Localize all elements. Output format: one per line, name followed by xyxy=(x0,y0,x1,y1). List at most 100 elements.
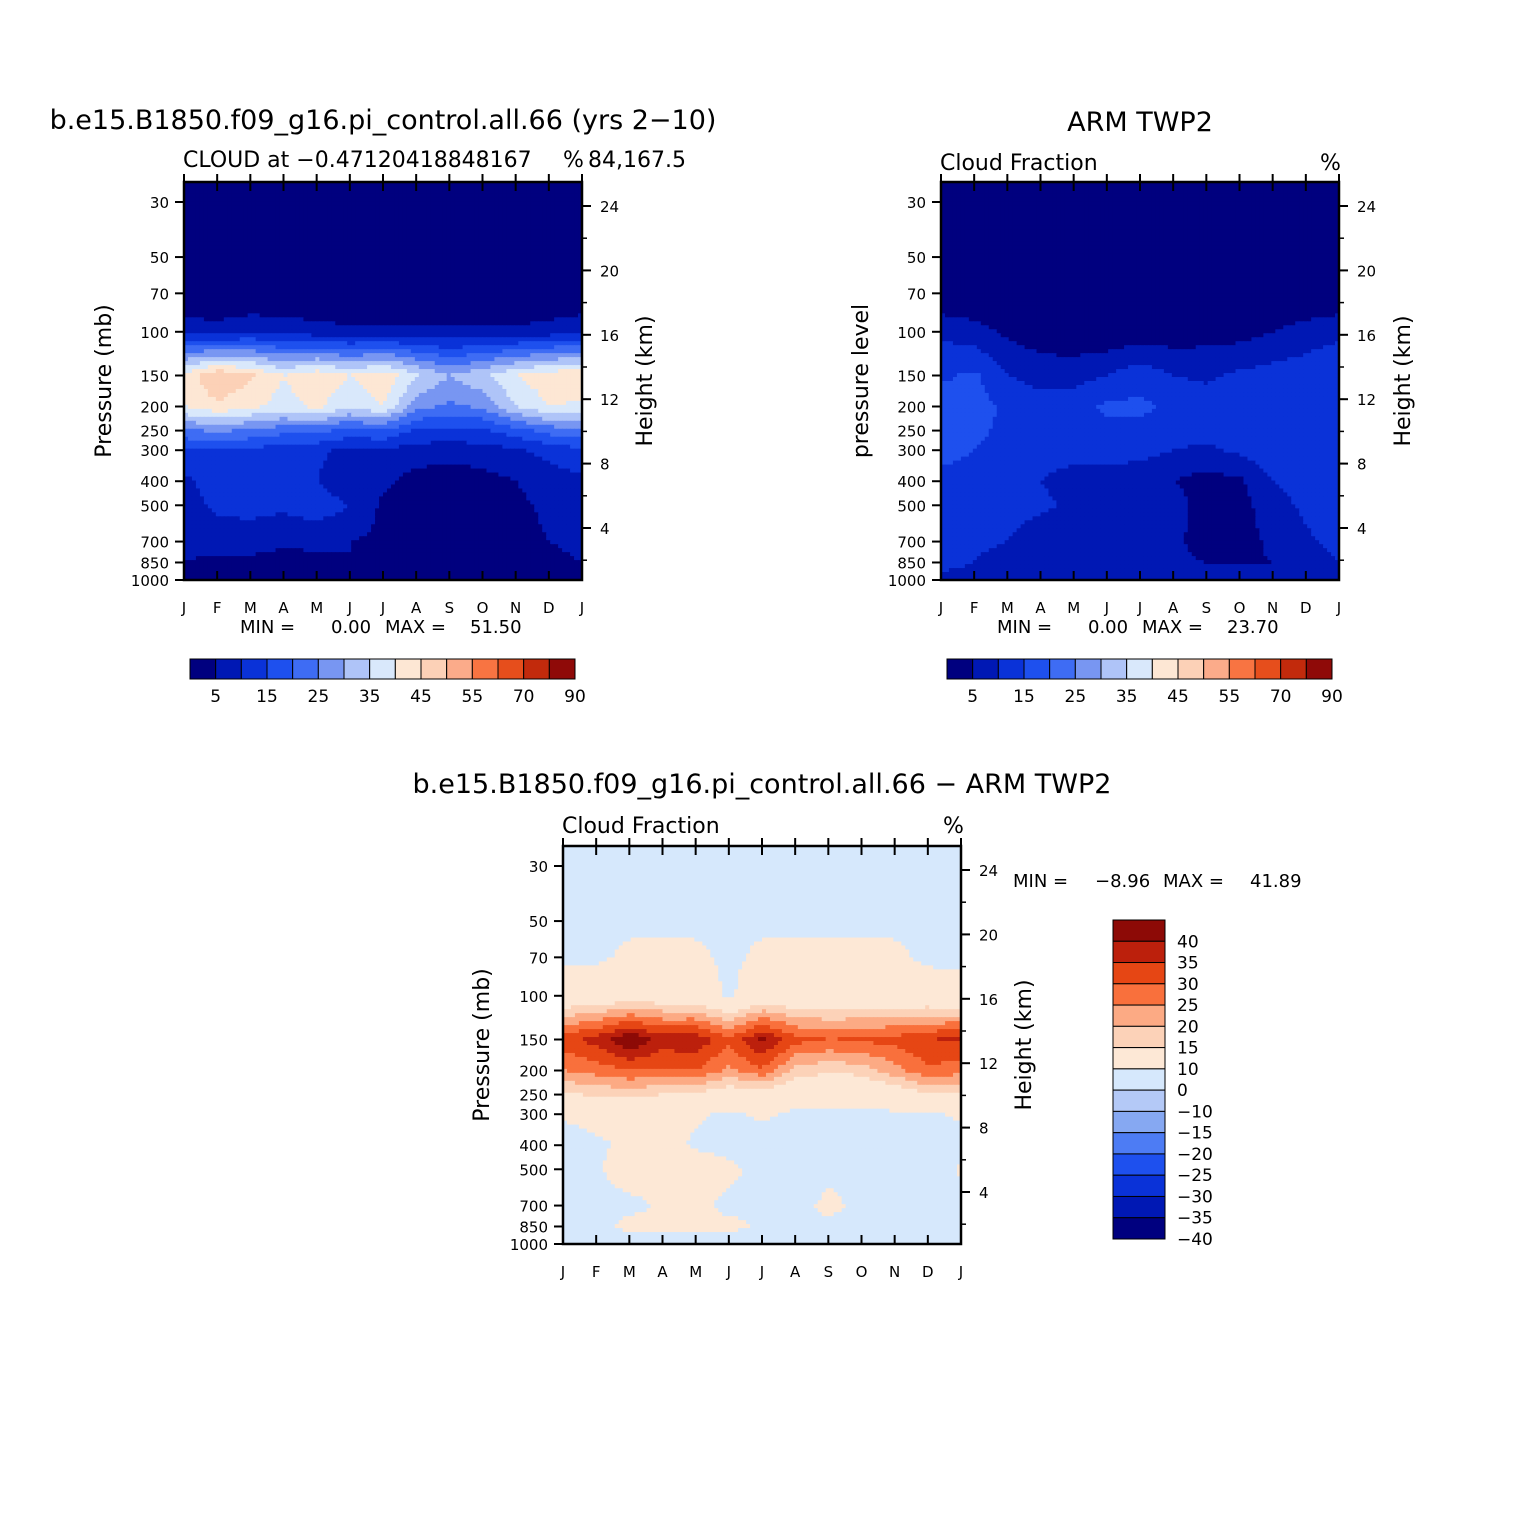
contour-cell xyxy=(479,222,484,227)
contour-cell xyxy=(307,230,312,235)
contour-cell xyxy=(260,234,265,239)
contour-cell xyxy=(272,194,277,199)
contour-cell xyxy=(363,202,368,207)
contour-cell xyxy=(228,194,233,199)
contour-cell xyxy=(208,190,213,195)
contour-cell xyxy=(232,222,237,227)
contour-cell xyxy=(554,194,559,199)
contour-cell xyxy=(287,230,292,235)
contour-cell xyxy=(363,226,368,231)
contour-cell xyxy=(459,234,464,239)
contour-cell xyxy=(502,190,507,195)
contour-cell xyxy=(188,210,193,215)
contour-cell xyxy=(467,234,472,239)
contour-cell xyxy=(192,186,197,191)
contour-cell xyxy=(276,218,281,223)
contour-cell xyxy=(311,186,316,191)
contour-cell xyxy=(471,214,476,219)
contour-cell xyxy=(562,214,567,219)
contour-cell xyxy=(268,190,273,195)
contour-cell xyxy=(447,194,452,199)
contour-cell xyxy=(554,214,559,219)
contour-cell xyxy=(415,226,420,231)
contour-cell xyxy=(451,234,456,239)
contour-cell xyxy=(367,190,372,195)
contour-cell xyxy=(431,194,436,199)
contour-cell xyxy=(411,214,416,219)
contour-cell xyxy=(467,210,472,215)
contour-cell xyxy=(447,214,452,219)
contour-cell xyxy=(232,186,237,191)
contour-cell xyxy=(256,214,261,219)
contour-cell xyxy=(323,194,328,199)
contour-cell xyxy=(391,190,396,195)
contour-cell xyxy=(411,206,416,211)
contour-cell xyxy=(534,190,539,195)
contour-cell xyxy=(200,194,205,199)
contour-cell xyxy=(546,206,551,211)
contour-cell xyxy=(435,218,440,223)
contour-cell xyxy=(268,186,273,191)
contour-cell xyxy=(319,234,324,239)
contour-cell xyxy=(427,214,432,219)
contour-cell xyxy=(542,198,547,203)
contour-cell xyxy=(196,186,201,191)
contour-cell xyxy=(208,222,213,227)
contour-cell xyxy=(451,190,456,195)
contour-cell xyxy=(276,226,281,231)
contour-cell xyxy=(299,234,304,239)
contour-cell xyxy=(435,186,440,191)
contour-cell xyxy=(307,190,312,195)
contour-cell xyxy=(435,194,440,199)
contour-cell xyxy=(303,230,308,235)
contour-cell xyxy=(363,190,368,195)
contour-cell xyxy=(558,190,563,195)
contour-cell xyxy=(188,214,193,219)
contour-cell xyxy=(526,198,531,203)
contour-cell xyxy=(295,218,300,223)
contour-cell xyxy=(212,202,217,207)
contour-cell xyxy=(435,190,440,195)
contour-cell xyxy=(188,206,193,211)
contour-cell xyxy=(427,194,432,199)
contour-cell xyxy=(483,222,488,227)
contour-cell xyxy=(419,206,424,211)
contour-cell xyxy=(546,202,551,207)
contour-cell xyxy=(463,230,468,235)
contour-cell xyxy=(276,222,281,227)
contour-cell xyxy=(431,210,436,215)
contour-cell xyxy=(311,194,316,199)
contour-cell xyxy=(558,234,563,239)
contour-cell xyxy=(359,214,364,219)
contour-cell xyxy=(570,210,575,215)
contour-cell xyxy=(467,206,472,211)
contour-cell xyxy=(335,190,340,195)
contour-cell xyxy=(383,194,388,199)
contour-cell xyxy=(554,202,559,207)
contour-cell xyxy=(228,226,233,231)
contour-cell xyxy=(427,206,432,211)
contour-cell xyxy=(236,194,241,199)
contour-cell xyxy=(387,194,392,199)
contour-cell xyxy=(411,210,416,215)
contour-cell xyxy=(471,234,476,239)
contour-cell xyxy=(554,198,559,203)
contour-cell xyxy=(415,230,420,235)
contour-cell xyxy=(566,218,571,223)
contour-cell xyxy=(542,206,547,211)
contour-cell xyxy=(323,210,328,215)
contour-cell xyxy=(256,210,261,215)
contour-cell xyxy=(471,194,476,199)
contour-cell xyxy=(351,190,356,195)
contour-cell xyxy=(236,218,241,223)
contour-cell xyxy=(323,202,328,207)
contour-cell xyxy=(459,222,464,227)
contour-cell xyxy=(419,226,424,231)
contour-cell xyxy=(379,222,384,227)
contour-cell xyxy=(494,222,499,227)
contour-cell xyxy=(307,222,312,227)
contour-cell xyxy=(347,214,352,219)
contour-cell xyxy=(208,214,213,219)
contour-cell xyxy=(284,206,289,211)
contour-cell xyxy=(367,202,372,207)
